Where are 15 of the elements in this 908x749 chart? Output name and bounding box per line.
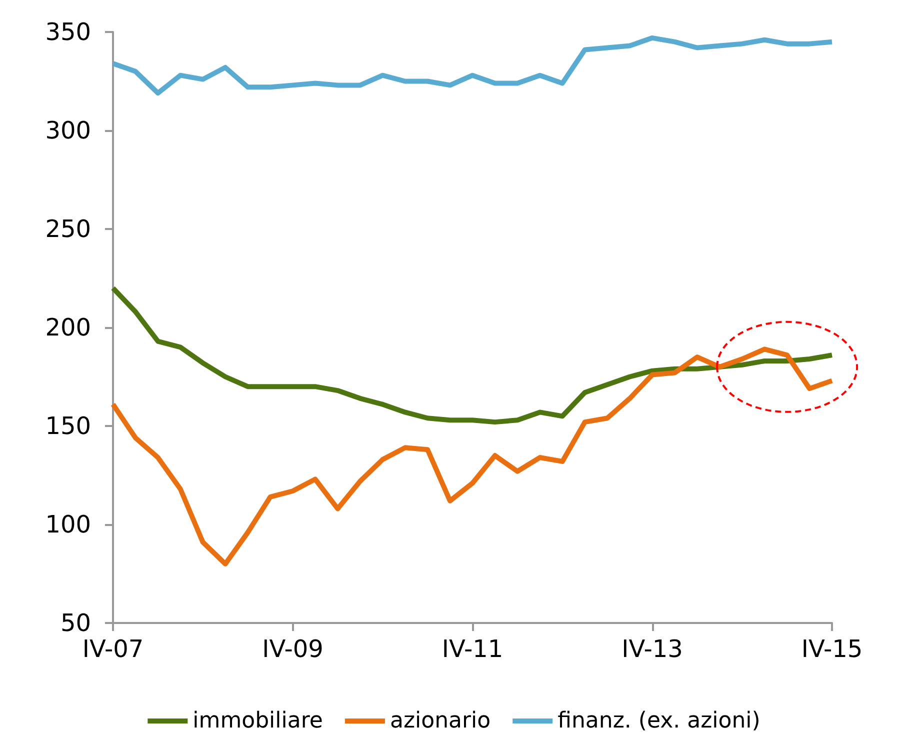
y-tick-label: 350 — [45, 18, 91, 46]
legend-label: azionario — [390, 708, 491, 734]
y-tick-label: 50 — [60, 609, 91, 637]
y-tick-label: 300 — [45, 116, 91, 144]
x-tick-label: IV-07 — [82, 635, 144, 663]
legend-label: finanz. (ex. azioni) — [558, 708, 760, 734]
y-tick-label: 200 — [45, 314, 91, 342]
x-tick-label: IV-15 — [801, 635, 863, 663]
y-tick-label: 100 — [45, 510, 91, 538]
legend-label: immobiliare — [192, 708, 323, 734]
x-tick-label: IV-09 — [262, 635, 324, 663]
y-tick-label: 150 — [45, 412, 91, 440]
y-tick-label: 250 — [45, 215, 91, 243]
x-tick-label: IV-11 — [442, 635, 504, 663]
x-tick-label: IV-13 — [622, 635, 683, 663]
